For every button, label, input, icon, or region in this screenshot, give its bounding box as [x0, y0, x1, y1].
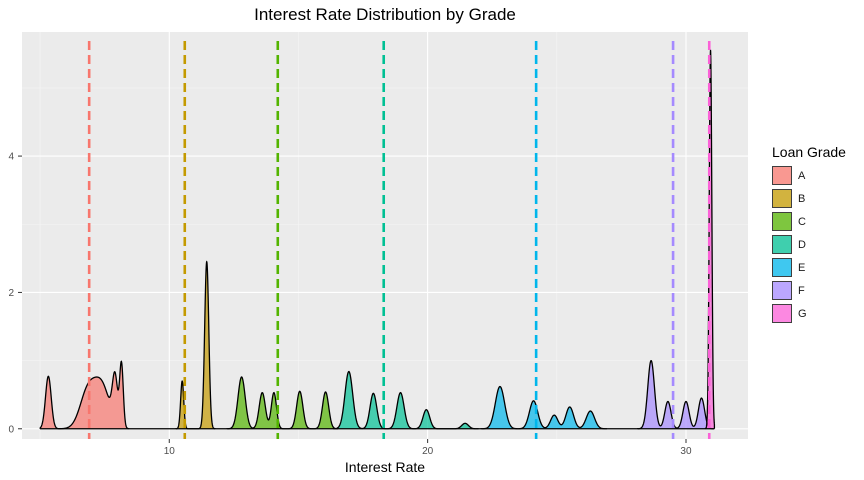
legend-key-G [772, 304, 792, 323]
legend-title: Loan Grade [772, 144, 846, 160]
legend-label-B: B [798, 192, 806, 205]
legend-key-B [772, 189, 792, 208]
legend-item-E: E [772, 256, 862, 279]
density-area-A [40, 361, 129, 429]
legend-label-F: F [798, 284, 805, 297]
legend-label-C: C [798, 215, 806, 228]
x-tick-label: 30 [680, 446, 692, 457]
density-outline-E [480, 385, 607, 430]
legend-label-G: G [798, 307, 807, 320]
legend-key-C [772, 212, 792, 231]
y-tick-label: 4 [8, 152, 14, 163]
legend-label-E: E [798, 261, 806, 274]
legend-item-D: D [772, 233, 862, 256]
density-area-C [227, 376, 338, 429]
legend-key-A [772, 166, 792, 185]
density-outline-A [39, 360, 130, 430]
legend-label-D: D [798, 238, 806, 251]
density-outline-F [637, 359, 715, 430]
legend-key-E [772, 258, 792, 277]
chart-title: Interest Rate Distribution by Grade [254, 5, 516, 24]
legend-item-G: G [772, 302, 862, 325]
density-area-D [333, 371, 479, 429]
legend-item-A: A [772, 164, 862, 187]
density-area-E [481, 386, 607, 429]
density-outline-G [704, 49, 716, 430]
legend-item-C: C [772, 210, 862, 233]
legend-key-F [772, 281, 792, 300]
legend-label-A: A [798, 169, 806, 182]
legend-item-F: F [772, 279, 862, 302]
y-tick-label: 0 [8, 424, 14, 435]
x-axis-label: Interest Rate [344, 459, 426, 475]
x-tick-label: 10 [164, 446, 176, 457]
y-tick-label: 2 [8, 288, 14, 299]
x-tick-label: 20 [422, 446, 434, 457]
legend-item-B: B [772, 187, 862, 210]
legend-key-D [772, 235, 792, 254]
